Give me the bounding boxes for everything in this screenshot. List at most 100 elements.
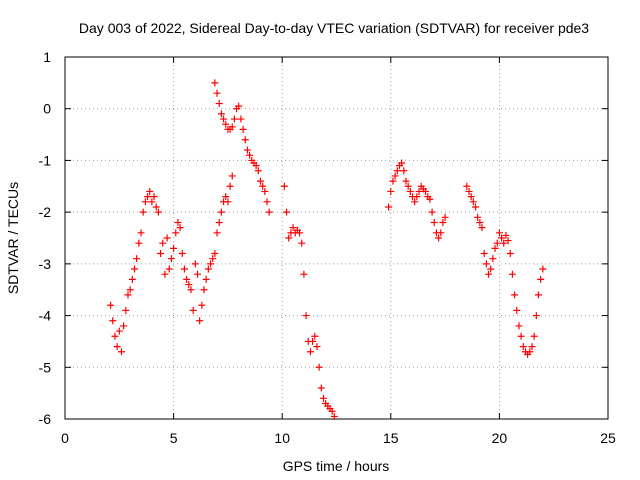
y-tick-label: -6 xyxy=(39,411,52,427)
data-point xyxy=(263,198,271,206)
data-point xyxy=(398,159,406,167)
y-tick-label: -5 xyxy=(39,359,52,375)
data-point xyxy=(135,239,143,247)
data-point xyxy=(476,218,484,226)
data-point xyxy=(478,224,486,232)
data-point xyxy=(217,208,225,216)
data-point xyxy=(139,208,147,216)
data-point xyxy=(441,213,449,221)
data-point xyxy=(283,208,291,216)
data-point xyxy=(422,187,430,195)
data-point xyxy=(508,270,516,278)
data-point xyxy=(319,394,327,402)
data-point xyxy=(189,306,197,314)
data-point xyxy=(426,195,434,203)
data-point xyxy=(167,255,175,263)
data-point xyxy=(178,250,186,258)
data-point xyxy=(165,265,173,273)
data-point xyxy=(243,146,251,154)
data-point xyxy=(402,177,410,185)
data-point xyxy=(530,332,538,340)
data-point xyxy=(237,115,245,123)
data-point xyxy=(124,291,132,299)
data-point xyxy=(313,343,321,351)
data-point xyxy=(115,327,123,335)
data-point xyxy=(526,348,534,356)
data-point xyxy=(491,244,499,252)
data-point xyxy=(204,265,212,273)
data-point xyxy=(439,218,447,226)
data-point xyxy=(315,363,323,371)
data-point xyxy=(415,187,423,195)
data-point xyxy=(213,89,221,97)
data-point xyxy=(159,239,167,247)
data-point xyxy=(472,203,480,211)
data-point xyxy=(198,301,206,309)
data-point xyxy=(300,270,308,278)
data-point xyxy=(226,182,234,190)
data-point xyxy=(502,231,510,239)
data-point xyxy=(213,229,221,237)
data-point xyxy=(107,301,115,309)
data-point xyxy=(172,229,180,237)
data-point xyxy=(228,172,236,180)
data-point xyxy=(144,193,152,201)
data-point xyxy=(211,250,219,258)
data-point xyxy=(389,177,397,185)
data-point xyxy=(183,275,191,283)
data-point xyxy=(306,348,314,356)
data-point xyxy=(393,167,401,175)
data-point xyxy=(296,229,304,237)
data-point xyxy=(309,337,317,345)
x-axis-label: GPS time / hours xyxy=(283,458,390,474)
data-point xyxy=(133,255,141,263)
x-tick-label: 15 xyxy=(383,430,399,446)
data-point xyxy=(209,255,217,263)
data-point xyxy=(217,110,225,118)
data-point xyxy=(480,250,488,258)
data-point xyxy=(215,100,223,108)
data-point xyxy=(317,384,325,392)
data-point xyxy=(230,115,238,123)
x-tick-label: 0 xyxy=(61,430,69,446)
data-point xyxy=(515,322,523,330)
data-point xyxy=(437,229,445,237)
data-point xyxy=(111,332,119,340)
data-point xyxy=(241,136,249,144)
data-point xyxy=(280,182,288,190)
data-point xyxy=(528,343,536,351)
data-point xyxy=(200,286,208,294)
data-point xyxy=(191,260,199,268)
data-point xyxy=(474,213,482,221)
data-point xyxy=(235,102,243,110)
data-point xyxy=(131,265,139,273)
data-point xyxy=(222,120,230,128)
data-point xyxy=(152,203,160,211)
data-point xyxy=(265,208,273,216)
data-point xyxy=(517,332,525,340)
data-point xyxy=(185,281,193,289)
chart-title: Day 003 of 2022, Sidereal Day-to-day VTE… xyxy=(79,20,589,36)
data-point xyxy=(430,218,438,226)
data-point xyxy=(435,234,443,242)
data-point xyxy=(157,250,165,258)
y-tick-label: 0 xyxy=(43,101,51,117)
data-point xyxy=(487,265,495,273)
x-tick-label: 5 xyxy=(170,430,178,446)
y-tick-label: -1 xyxy=(39,152,52,168)
x-tick-label: 25 xyxy=(600,430,616,446)
data-point xyxy=(506,250,514,258)
data-point xyxy=(154,208,162,216)
data-point xyxy=(122,306,130,314)
data-point xyxy=(493,239,501,247)
data-point xyxy=(289,224,297,232)
data-point xyxy=(254,167,262,175)
y-tick-label: -4 xyxy=(39,308,52,324)
data-point xyxy=(180,265,188,273)
data-point xyxy=(141,198,149,206)
data-point xyxy=(485,270,493,278)
data-point xyxy=(298,239,306,247)
plot-frame xyxy=(64,56,609,420)
data-point xyxy=(202,275,210,283)
